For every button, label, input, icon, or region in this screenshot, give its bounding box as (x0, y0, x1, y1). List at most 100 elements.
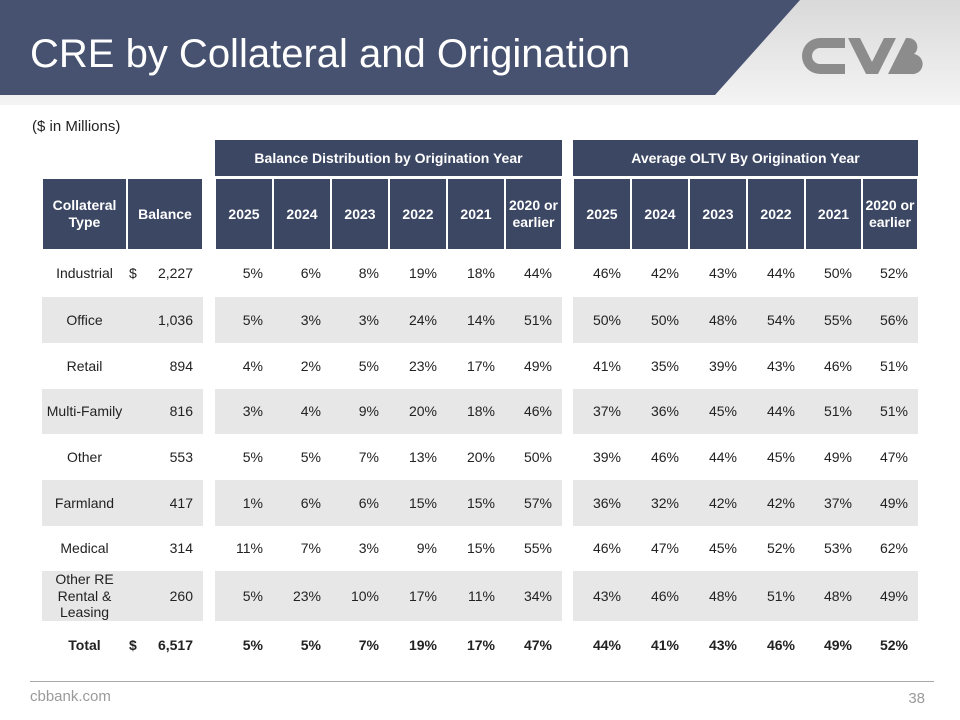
distribution-cell: 5% (300, 448, 321, 465)
distribution-cell: 3% (273, 297, 331, 343)
distribution-cell: 14% (447, 297, 505, 343)
distribution-cell: 20% (466, 448, 495, 465)
balance: 553 (169, 448, 193, 465)
distribution-cell: 3% (358, 540, 379, 557)
distribution-cell: 15% (466, 540, 495, 557)
row-label: Other (66, 448, 102, 465)
footer-rule (30, 681, 934, 682)
distribution-cell: 9% (331, 389, 389, 434)
title: CRE by Collateral and Origination (30, 32, 631, 76)
oltv-cell: 36% (573, 480, 631, 526)
oltv-cell: 47% (650, 540, 679, 557)
column-header: 2024 (273, 178, 331, 250)
oltv-cell: 44% (592, 637, 621, 654)
row-label: Other RE Rental & Leasing (42, 571, 127, 621)
oltv-cell: 45% (689, 389, 747, 434)
balance: 314 (169, 540, 193, 557)
balance: 417 (127, 480, 203, 526)
balance: 816 (127, 389, 203, 434)
oltv-cell: 52% (766, 540, 795, 557)
distribution-cell: 5% (242, 448, 263, 465)
oltv-cell: 42% (689, 480, 747, 526)
distribution-cell: 11% (447, 571, 505, 621)
distribution-cell: 19% (408, 265, 437, 282)
distribution-cell: 34% (505, 571, 562, 621)
oltv-cell: 46% (631, 571, 689, 621)
column-header: 2022 (747, 178, 805, 250)
oltv-cell: 49% (862, 480, 918, 526)
distribution-cell: 51% (505, 297, 562, 343)
distribution-cell: 6% (273, 480, 331, 526)
distribution-cell: 20% (389, 389, 447, 434)
distribution-cell: 6% (300, 265, 321, 282)
oltv-cell: 49% (823, 448, 852, 465)
distribution-cell: 15% (389, 480, 447, 526)
column-header: 2021 (805, 178, 862, 250)
distribution-cell: 1% (215, 480, 273, 526)
distribution-cell: 47% (523, 637, 552, 654)
distribution-cell: 44% (523, 265, 552, 282)
oltv-cell: 46% (650, 448, 679, 465)
oltv-cell: 42% (650, 265, 679, 282)
column-header: 2020 or earlier (505, 178, 562, 250)
distribution-cell: 5% (300, 637, 321, 654)
oltv-cell: 36% (631, 389, 689, 434)
currency: $ (129, 265, 137, 282)
distribution-cell: 11% (236, 540, 263, 557)
oltv-cell: 32% (631, 480, 689, 526)
distribution-cell: 7% (358, 448, 379, 465)
distribution-cell: 2% (300, 357, 321, 374)
oltv-cell: 44% (747, 389, 805, 434)
oltv-cell: 47% (879, 448, 908, 465)
column-header: 2025 (573, 178, 631, 250)
distribution-cell: 57% (505, 480, 562, 526)
oltv-cell: 37% (805, 480, 862, 526)
distribution-cell: 46% (505, 389, 562, 434)
logo (802, 37, 923, 75)
oltv-cell: 39% (708, 357, 737, 374)
distribution-cell: 7% (358, 637, 379, 654)
distribution-cell: 17% (389, 571, 447, 621)
oltv-cell: 50% (573, 297, 631, 343)
oltv-cell: 41% (592, 357, 621, 374)
distribution-cell: 6% (331, 480, 389, 526)
subtitle: ($ in Millions) (32, 118, 121, 135)
column-header: 2021 (447, 178, 505, 250)
currency: $ (129, 637, 137, 654)
oltv-cell: 45% (766, 448, 795, 465)
column-header: 2023 (331, 178, 389, 250)
column-header: 2020 or earlier (862, 178, 918, 250)
oltv-cell: 43% (708, 265, 737, 282)
row-label: Total (68, 637, 101, 654)
oltv-cell: 49% (862, 571, 918, 621)
oltv-cell: 62% (879, 540, 908, 557)
oltv-cell: 48% (689, 297, 747, 343)
oltv-cell: 51% (805, 389, 862, 434)
page-number: 38 (908, 690, 925, 707)
oltv-cell: 46% (592, 540, 621, 557)
distribution-cell: 15% (447, 480, 505, 526)
oltv-cell: 43% (573, 571, 631, 621)
footer-site: cbbank.com (30, 688, 111, 705)
distribution-cell: 17% (466, 357, 495, 374)
distribution-cell: 3% (215, 389, 273, 434)
oltv-cell: 39% (592, 448, 621, 465)
oltv-cell: 51% (747, 571, 805, 621)
column-header: Collateral Type (42, 178, 127, 250)
oltv-cell: 50% (823, 265, 852, 282)
distribution-cell: 49% (523, 357, 552, 374)
oltv-cell: 48% (805, 571, 862, 621)
distribution-cell: 7% (300, 540, 321, 557)
row-label: Office (42, 297, 127, 343)
row-label: Medical (60, 540, 109, 557)
column-header: 2023 (689, 178, 747, 250)
distribution-cell: 4% (242, 357, 263, 374)
oltv-cell: 45% (708, 540, 737, 557)
distribution-cell: 10% (331, 571, 389, 621)
distribution-cell: 24% (389, 297, 447, 343)
distribution-cell: 50% (523, 448, 552, 465)
balance: 260 (127, 571, 203, 621)
distribution-cell: 5% (242, 637, 263, 654)
balance: 6,517 (157, 637, 193, 654)
